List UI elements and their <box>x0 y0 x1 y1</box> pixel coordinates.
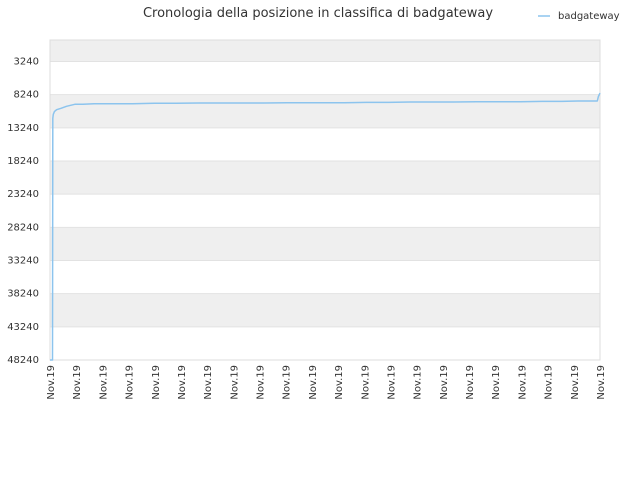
series-layer <box>50 92 601 361</box>
grid-band <box>50 94 600 128</box>
y-tick-label: 23240 <box>7 189 39 200</box>
y-tick-label: 13240 <box>7 123 39 134</box>
x-tick-label: Nov.19 <box>386 365 397 400</box>
plot-frame <box>49 39 601 361</box>
grid-band <box>50 160 600 195</box>
x-tick-label: Nov.19 <box>46 365 57 400</box>
legend: badgateway <box>538 11 620 22</box>
grid-band <box>50 293 600 327</box>
y-tick-label: 3240 <box>14 56 39 67</box>
x-tick-label: Nov.19 <box>413 365 424 400</box>
x-tick-label: Nov.19 <box>570 365 581 400</box>
y-tick-label: 33240 <box>7 255 39 266</box>
series-line-badgateway <box>50 92 601 361</box>
x-tick-label: Nov.19 <box>256 365 267 400</box>
x-tick-label: Nov.19 <box>229 365 240 400</box>
x-tick-label: Nov.19 <box>465 365 476 400</box>
grid-band <box>50 227 600 261</box>
grid-bands <box>50 40 600 360</box>
x-tick-label: Nov.19 <box>98 365 109 400</box>
x-tick-label: Nov.19 <box>177 365 188 400</box>
x-tick-label: Nov.19 <box>544 365 555 400</box>
x-tick-label: Nov.19 <box>72 365 83 400</box>
x-tick-label: Nov.19 <box>125 365 136 400</box>
y-tick-label: 38240 <box>7 289 39 300</box>
x-tick-label: Nov.19 <box>308 365 319 400</box>
grid-band <box>50 260 600 294</box>
grid-band <box>50 40 600 62</box>
x-tick-label: Nov.19 <box>151 365 162 400</box>
grid-band <box>50 194 600 228</box>
y-tick-label: 8240 <box>14 90 39 101</box>
x-tick-label: Nov.19 <box>360 365 371 400</box>
x-tick-label: Nov.19 <box>596 365 607 400</box>
y-tick-label: 18240 <box>7 156 39 167</box>
x-tick-label: Nov.19 <box>334 365 345 400</box>
x-tick-label: Nov.19 <box>517 365 528 400</box>
x-tick-label: Nov.19 <box>282 365 293 400</box>
grid-band <box>50 326 600 360</box>
legend-label-badgateway: badgateway <box>558 11 620 22</box>
x-tick-label: Nov.19 <box>439 365 450 400</box>
chart-title: Cronologia della posizione in classifica… <box>143 6 493 21</box>
y-tick-label: 43240 <box>7 322 39 333</box>
grid-band <box>50 61 600 95</box>
grid-band <box>50 127 600 161</box>
x-tick-label: Nov.19 <box>491 365 502 400</box>
y-tick-label: 28240 <box>7 222 39 233</box>
x-tick-label: Nov.19 <box>203 365 214 400</box>
y-axis: 3240 8240 13240 18240 23240 28240 33240 38240 43… <box>7 56 39 366</box>
x-axis: Nov.19 Nov.19 Nov.19 Nov.19 Nov.19 Nov.19 Nov.… <box>46 365 607 400</box>
y-tick-label: 48240 <box>7 355 39 366</box>
